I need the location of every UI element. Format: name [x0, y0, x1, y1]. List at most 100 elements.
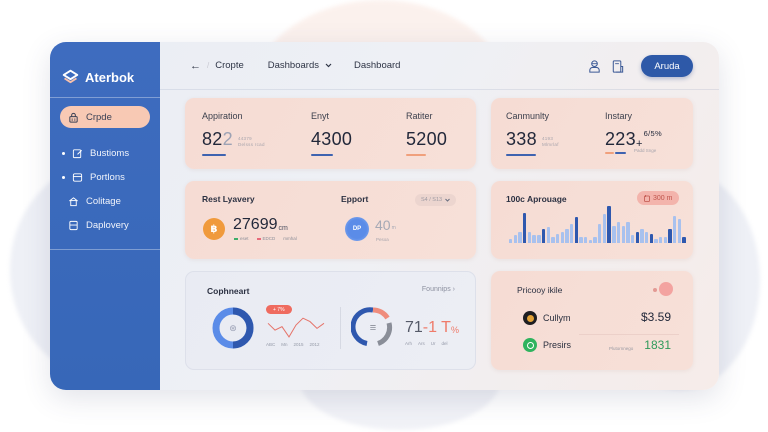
arrow-left-icon[interactable]: ←: [190, 59, 201, 72]
gauge-axis: Arh Ars Ur del: [405, 341, 448, 346]
stat-canmunlty: Canmunlty 338 4193 Mlmrlaf: [506, 111, 559, 156]
stat-bar: [506, 154, 536, 156]
card-title: Rest Lyavery: [202, 194, 255, 204]
usage-bar: [649, 233, 654, 243]
sidebar-item-portlons[interactable]: Portlons: [60, 166, 150, 188]
usage-bar: [574, 217, 579, 243]
usage-bar: [673, 215, 677, 243]
lock-icon: [69, 112, 78, 123]
stat-percent: 6/5%: [643, 129, 662, 138]
price-row-cullym[interactable]: Cullym: [523, 311, 571, 325]
clipboard-icon[interactable]: [610, 59, 625, 74]
dashboard-link[interactable]: Dashboard: [353, 60, 401, 71]
bullet-dot: [62, 175, 65, 179]
coin-icon: [523, 311, 537, 325]
edit-icon: [72, 148, 82, 158]
crypto-legend: eset EDCD mmhal: [234, 236, 297, 241]
stat-value: 82 2 44379 Delsss rcad: [202, 129, 265, 150]
document-icon: [69, 220, 78, 230]
stat-label: Appiration: [202, 111, 243, 121]
user-icon[interactable]: [587, 59, 602, 74]
brand[interactable]: Aterbok: [50, 42, 160, 94]
sidebar-item-daplovery[interactable]: Daplovery: [60, 214, 150, 236]
donut-chart: ⊛: [212, 307, 254, 349]
sidebar-divider: [50, 249, 160, 250]
stat-label: Enyt: [311, 111, 330, 121]
stat-sub-2: Delsss rcad: [237, 142, 265, 147]
layers-logo-icon: [62, 69, 79, 83]
stat-label: Canmunlty: [506, 111, 550, 121]
period-select[interactable]: S4 / S13: [415, 194, 457, 206]
sidebar-item-bustioms[interactable]: Bustioms: [60, 142, 150, 164]
usage-bar: [621, 225, 625, 243]
gauge-value-accent: -1 T: [422, 319, 451, 336]
sidebar-item-colitage[interactable]: Colitage: [60, 190, 150, 212]
bullet-dot: [62, 151, 65, 155]
stat-value: 223 + 6/5%: [605, 129, 662, 150]
export-sub: Pesoa: [376, 237, 389, 242]
usage-bar: [523, 212, 527, 243]
usage-bar: [513, 235, 518, 243]
sidebar-item-label: Crpde: [86, 111, 112, 123]
stat-bar: [406, 154, 426, 156]
stat-value: 338 4193 Mlmrlaf: [506, 129, 559, 150]
card-title: Cophneart: [207, 286, 250, 296]
founnips-link[interactable]: Founnips ›: [422, 286, 455, 293]
price-row-presirs[interactable]: Presirs: [523, 338, 571, 352]
price-row-value: 1831: [644, 338, 671, 352]
breadcrumb-cropte[interactable]: Cropte: [215, 60, 244, 71]
divider: [340, 307, 341, 349]
stat-label: Ratiter: [406, 111, 433, 121]
user-button[interactable]: Aruda: [641, 55, 693, 77]
stat-sub: 44379 Delsss rcad: [238, 136, 265, 148]
sidebar-item-label: Portlons: [90, 171, 125, 183]
usage-bar: [663, 237, 668, 243]
usage-bar-chart: [509, 205, 686, 243]
stat-footer: Padd Snge: [605, 148, 662, 154]
crypto-value: 27699 cm: [233, 216, 288, 234]
stat-value-main: 223: [605, 129, 636, 149]
usage-bar: [644, 232, 649, 243]
usage-bar: [593, 237, 597, 243]
usage-card: 100c Aprouage 300 m: [491, 181, 693, 259]
usage-bar: [602, 214, 607, 243]
card-icon: [72, 172, 83, 182]
dashboards-menu[interactable]: Dashboards: [268, 60, 332, 71]
stat-bar: [311, 154, 333, 156]
bitcoin-icon: ฿: [203, 218, 225, 240]
stats-card-primary: Appiration 82 2 44379 Delsss rcad Enyt 43…: [185, 98, 476, 169]
trend-line-chart: [267, 317, 325, 338]
sidebar-item-crpde[interactable]: Crpde: [60, 106, 150, 128]
status-dot: [653, 288, 657, 292]
check-circle-icon: [523, 338, 537, 352]
price-row-sub: Plutornnego: [609, 346, 634, 351]
sidebar: Aterbok Crpde Bustioms Portlons Colitage: [50, 42, 160, 390]
stat-bar: [202, 154, 226, 156]
chevron-down-icon: [445, 198, 450, 202]
dashboards-menu-label: Dashboards: [267, 60, 319, 71]
usage-bar: [588, 240, 593, 243]
usage-badge-label: 300 m: [653, 194, 673, 202]
usage-bar: [584, 237, 588, 243]
usage-bar: [541, 228, 546, 243]
legend-item: mmhal: [283, 236, 297, 241]
price-card: Pricooy ikile Cullym $3.59 Presirs Pluto…: [491, 271, 693, 370]
stat-value-dim: 2: [222, 129, 233, 149]
toggle-indicator[interactable]: [659, 282, 673, 296]
export-unit: m: [391, 225, 396, 231]
usage-badge[interactable]: 300 m: [637, 191, 680, 205]
stat-value: 4300: [311, 129, 353, 149]
export-value: 40 m: [375, 217, 396, 233]
sidebar-divider: [50, 97, 160, 98]
price-row-name: Cullym: [543, 313, 571, 323]
usage-bar: [598, 224, 602, 243]
stat-sub-1: 44379: [237, 136, 252, 141]
stat-label: Instary: [605, 111, 633, 121]
stat-value-main: 82: [202, 129, 223, 149]
top-bar: ← / Cropte Dashboards Dashboard Aruda: [160, 42, 719, 90]
stat-enyt: Enyt 4300: [311, 111, 352, 156]
usage-bar: [546, 227, 550, 243]
chevron-down-icon: [325, 63, 332, 68]
price-row-value: $3.59: [640, 310, 671, 324]
usage-bar: [569, 224, 574, 243]
